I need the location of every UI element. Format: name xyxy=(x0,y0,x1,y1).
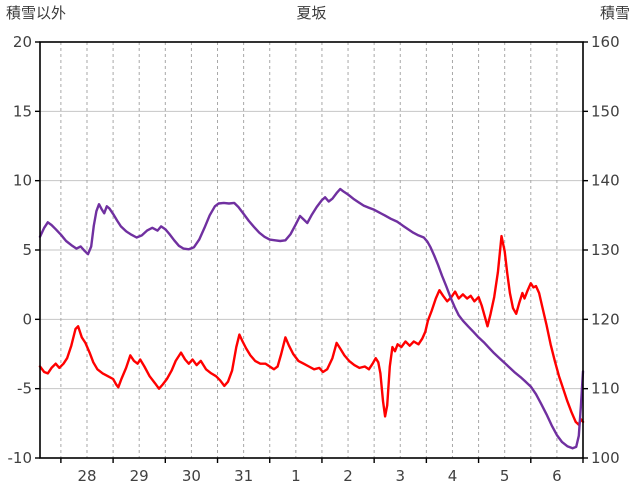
svg-text:4: 4 xyxy=(448,467,458,485)
svg-text:-10: -10 xyxy=(8,449,33,467)
svg-text:140: 140 xyxy=(591,172,620,190)
chart-title: 夏坂 xyxy=(296,4,327,22)
svg-text:130: 130 xyxy=(591,241,620,259)
svg-text:1: 1 xyxy=(291,467,301,485)
right-axis-title: 積雪 xyxy=(599,4,630,22)
svg-text:5: 5 xyxy=(500,467,510,485)
svg-text:2: 2 xyxy=(343,467,353,485)
svg-text:110: 110 xyxy=(591,380,620,398)
svg-text:29: 29 xyxy=(130,467,149,485)
svg-text:31: 31 xyxy=(234,467,253,485)
left-axis-title: 積雪以外 xyxy=(6,4,67,22)
svg-text:-5: -5 xyxy=(17,380,32,398)
svg-text:28: 28 xyxy=(77,467,96,485)
svg-text:3: 3 xyxy=(395,467,405,485)
svg-text:0: 0 xyxy=(22,310,32,328)
svg-text:20: 20 xyxy=(13,33,32,51)
svg-text:150: 150 xyxy=(591,102,620,120)
svg-text:100: 100 xyxy=(591,449,620,467)
svg-text:15: 15 xyxy=(13,102,32,120)
svg-text:160: 160 xyxy=(591,33,620,51)
svg-text:120: 120 xyxy=(591,310,620,328)
svg-text:6: 6 xyxy=(552,467,562,485)
svg-text:5: 5 xyxy=(22,241,32,259)
svg-text:10: 10 xyxy=(13,172,32,190)
svg-text:30: 30 xyxy=(182,467,201,485)
